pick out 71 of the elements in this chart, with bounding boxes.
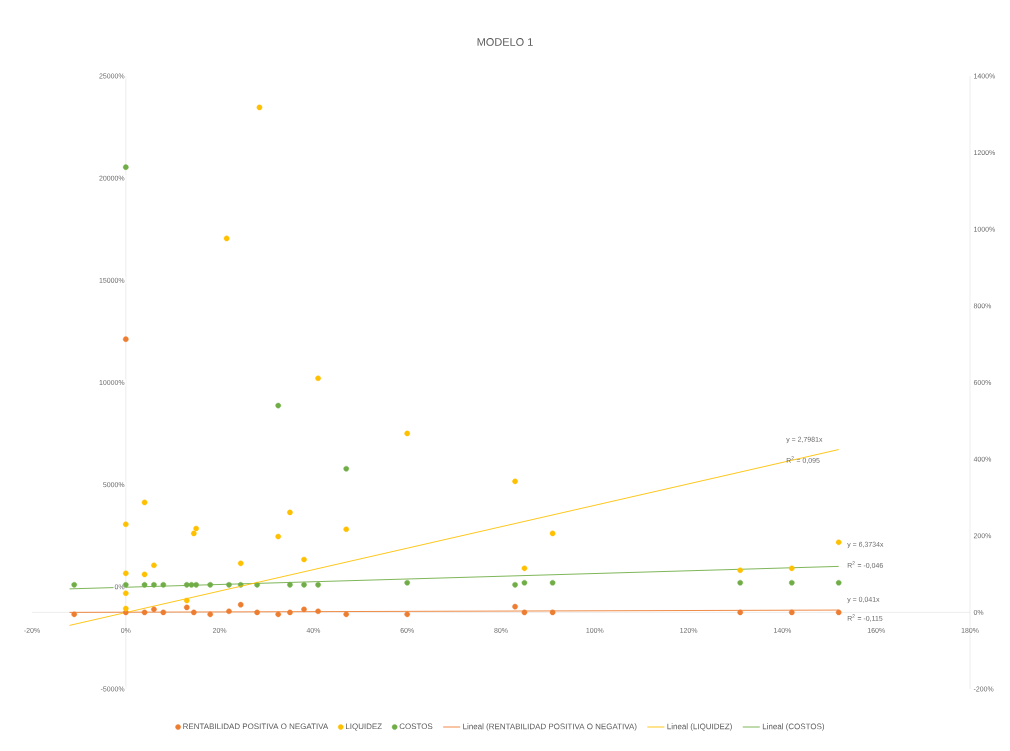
point bbox=[737, 609, 743, 616]
point bbox=[737, 579, 743, 586]
point bbox=[151, 562, 157, 569]
point bbox=[226, 582, 232, 588]
point bbox=[183, 582, 190, 588]
point bbox=[71, 582, 77, 588]
point bbox=[191, 609, 197, 616]
point bbox=[123, 605, 129, 612]
point bbox=[275, 533, 282, 540]
point bbox=[521, 565, 528, 572]
point bbox=[191, 530, 197, 537]
point bbox=[183, 604, 190, 611]
point bbox=[737, 567, 743, 574]
point bbox=[183, 597, 190, 604]
point bbox=[512, 603, 518, 610]
point bbox=[301, 606, 307, 613]
chart-title: MODELO 1 bbox=[477, 38, 533, 46]
point bbox=[789, 609, 795, 616]
point bbox=[404, 611, 410, 618]
point bbox=[123, 590, 129, 597]
point bbox=[512, 478, 518, 485]
point bbox=[123, 521, 129, 528]
point bbox=[141, 582, 148, 588]
point bbox=[207, 611, 214, 618]
point bbox=[549, 609, 556, 616]
point bbox=[193, 582, 199, 588]
point bbox=[521, 579, 528, 586]
point bbox=[141, 499, 148, 506]
point bbox=[254, 609, 260, 616]
point bbox=[256, 104, 263, 111]
point bbox=[123, 164, 129, 170]
point bbox=[287, 609, 293, 616]
point bbox=[193, 525, 199, 532]
point bbox=[404, 430, 410, 437]
point bbox=[275, 611, 282, 618]
point bbox=[315, 375, 321, 382]
point bbox=[521, 609, 528, 616]
point bbox=[549, 579, 556, 586]
point bbox=[151, 606, 157, 613]
point bbox=[151, 582, 157, 588]
point bbox=[301, 556, 307, 563]
point bbox=[404, 579, 410, 586]
point bbox=[835, 609, 842, 616]
point bbox=[343, 465, 350, 472]
point bbox=[343, 526, 350, 533]
point bbox=[789, 565, 795, 572]
point bbox=[315, 582, 321, 588]
point bbox=[237, 601, 244, 608]
point bbox=[287, 582, 293, 588]
point bbox=[123, 336, 129, 342]
point bbox=[835, 579, 842, 586]
point bbox=[237, 560, 244, 567]
point bbox=[315, 608, 321, 615]
point bbox=[71, 611, 77, 618]
point bbox=[549, 530, 556, 537]
point bbox=[287, 509, 293, 516]
point bbox=[301, 582, 307, 588]
point bbox=[343, 611, 350, 618]
point bbox=[123, 570, 129, 577]
point bbox=[223, 235, 230, 242]
point bbox=[512, 582, 518, 588]
point bbox=[207, 582, 214, 588]
point bbox=[160, 609, 167, 616]
point bbox=[160, 582, 167, 588]
point bbox=[835, 539, 842, 546]
point bbox=[141, 571, 148, 578]
point bbox=[188, 582, 195, 588]
point bbox=[141, 609, 148, 616]
point bbox=[226, 608, 232, 615]
point bbox=[789, 579, 795, 586]
point bbox=[275, 402, 282, 409]
